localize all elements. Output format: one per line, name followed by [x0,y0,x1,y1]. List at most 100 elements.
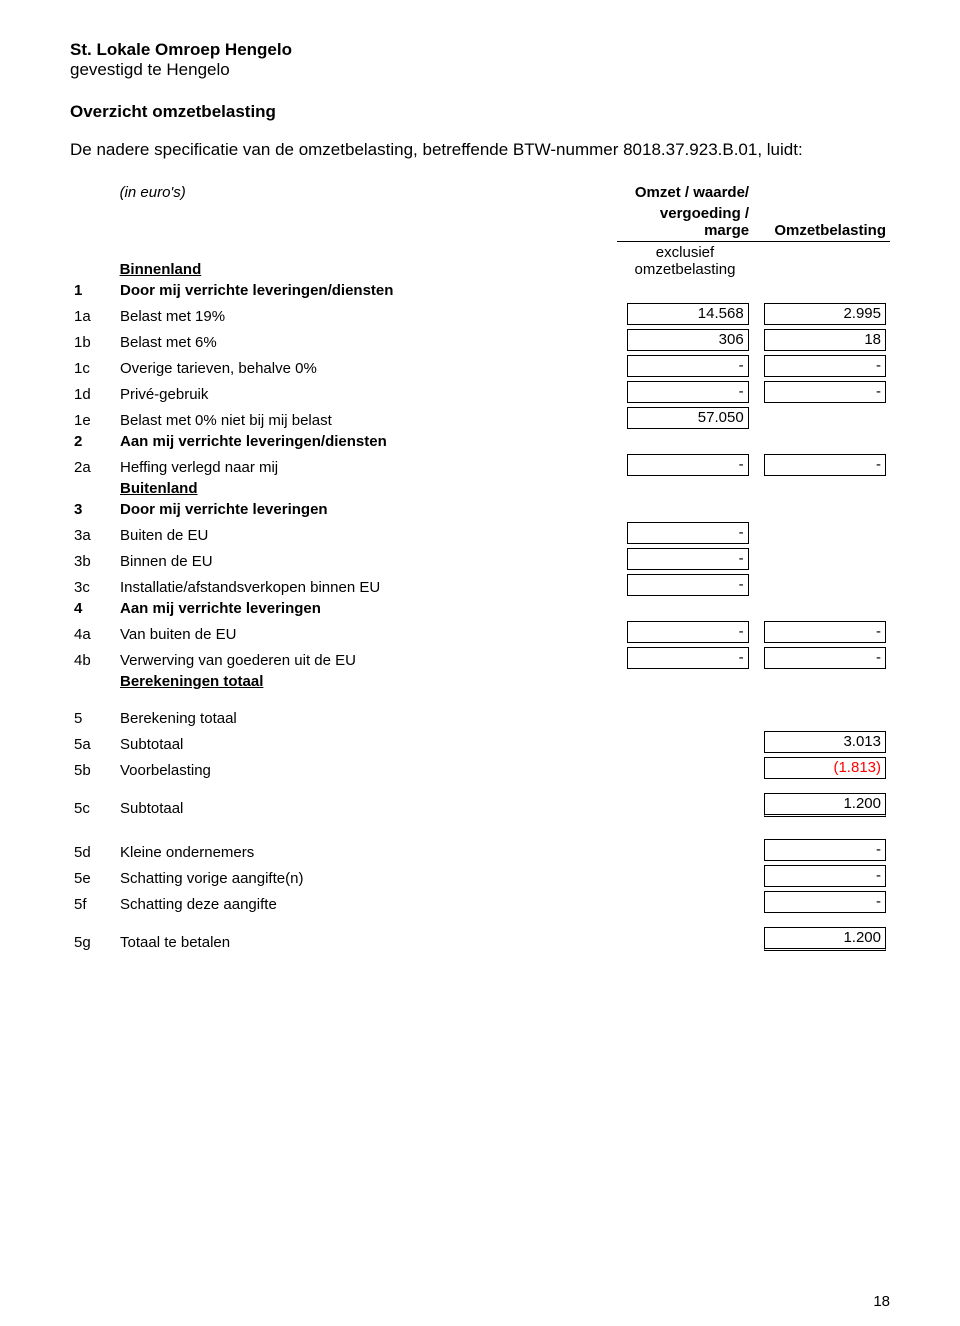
value-col2: 2.995 [764,303,886,325]
row-id: 5e [70,863,116,889]
in-euro-label: (in euro's) [116,182,617,203]
row-id: 1a [70,301,116,327]
exclusief-label: exclusief omzetbelasting [617,242,753,281]
value-col1: - [627,522,749,544]
value-col1: - [627,381,749,403]
row-label: Totaal te betalen [116,925,615,953]
value-col2: - [764,454,886,476]
row-id: 1d [70,379,116,405]
section-title: Aan mij verrichte leveringen/diensten [116,431,890,452]
org-name: St. Lokale Omroep Hengelo [70,40,890,60]
section-title: Door mij verrichte leveringen [116,499,890,520]
table-row: 2a Heffing verlegd naar mij - - [70,452,890,478]
row-id: 5f [70,889,116,915]
table-row: 3b Binnen de EU - [70,546,890,572]
row-label: Verwerving van goederen uit de EU [116,645,615,671]
data-table: 1 Door mij verrichte leveringen/diensten… [70,280,890,953]
value-col2: - [764,647,886,669]
col1-header-line2: vergoeding / marge [617,203,753,242]
table-row: 1a Belast met 19% 14.568 2.995 [70,301,890,327]
value-col2: (1.813) [764,757,886,779]
table-row: 4b Verwerving van goederen uit de EU - - [70,645,890,671]
row-label: Overige tarieven, behalve 0% [116,353,615,379]
value-col2: - [764,865,886,887]
value-col1: 14.568 [627,303,749,325]
row-id: 1c [70,353,116,379]
value-col1: - [627,548,749,570]
row-id: 3b [70,546,116,572]
value-col2: - [764,621,886,643]
row-label: Heffing verlegd naar mij [116,452,615,478]
doc-title: Overzicht omzetbelasting [70,102,890,122]
section-num: 1 [70,280,116,301]
value-col2: 1.200 [764,927,886,951]
col1-header-line1: Omzet / waarde/ [617,182,753,203]
row-id: 4b [70,645,116,671]
value-col2: 18 [764,329,886,351]
table-row: 3a Buiten de EU - [70,520,890,546]
row-label: Subtotaal [116,729,615,755]
table-row: 1c Overige tarieven, behalve 0% - - [70,353,890,379]
table-row: 5g Totaal te betalen 1.200 [70,925,890,953]
section-title: Berekening totaal [116,692,890,729]
value-col1: - [627,621,749,643]
row-id: 5d [70,837,116,863]
table-row: 5b Voorbelasting (1.813) [70,755,890,781]
row-id: 4a [70,619,116,645]
table-row: 5d Kleine ondernemers - [70,837,890,863]
row-id: 5b [70,755,116,781]
value-col2: 1.200 [764,793,886,817]
value-col2: - [764,355,886,377]
value-col1: 57.050 [627,407,749,429]
page-number: 18 [873,1293,890,1310]
table-row: 5a Subtotaal 3.013 [70,729,890,755]
section-title: Aan mij verrichte leveringen [116,598,890,619]
row-id: 3a [70,520,116,546]
row-id: 5g [70,925,116,953]
org-location: gevestigd te Hengelo [70,60,890,80]
table-row: 5c Subtotaal 1.200 [70,791,890,819]
row-label: Subtotaal [116,791,615,819]
table-row: 1b Belast met 6% 306 18 [70,327,890,353]
row-id: 2a [70,452,116,478]
value-col1: - [627,647,749,669]
row-id: 1e [70,405,116,431]
value-col2: - [764,891,886,913]
row-label: Privé-gebruik [116,379,615,405]
row-id: 5c [70,791,116,819]
header-table: (in euro's) Omzet / waarde/ vergoeding /… [70,182,890,280]
value-col2: - [764,839,886,861]
value-col2: 3.013 [764,731,886,753]
row-label: Buiten de EU [116,520,615,546]
row-id: 3c [70,572,116,598]
row-label: Belast met 19% [116,301,615,327]
row-label: Belast met 0% niet bij mij belast [116,405,615,431]
intro-text: De nadere specificatie van de omzetbelas… [70,140,890,160]
row-label: Installatie/afstandsverkopen binnen EU [116,572,615,598]
table-row: 3c Installatie/afstandsverkopen binnen E… [70,572,890,598]
value-col1: - [627,574,749,596]
value-col1: - [627,355,749,377]
row-label: Kleine ondernemers [116,837,615,863]
row-label: Binnen de EU [116,546,615,572]
row-label: Voorbelasting [116,755,615,781]
col2-header: Omzetbelasting [753,203,890,242]
table-row: 5e Schatting vorige aangifte(n) - [70,863,890,889]
row-label: Belast met 6% [116,327,615,353]
table-row: 4a Van buiten de EU - - [70,619,890,645]
value-col1: - [627,454,749,476]
binnenland-label: Binnenland [120,261,202,278]
table-row: 1d Privé-gebruik - - [70,379,890,405]
value-col2: - [764,381,886,403]
value-col1: 306 [627,329,749,351]
table-row: 1e Belast met 0% niet bij mij belast 57.… [70,405,890,431]
row-id: 5a [70,729,116,755]
buitenland-label: Buitenland [120,480,198,497]
row-label: Van buiten de EU [116,619,615,645]
row-label: Schatting deze aangifte [116,889,615,915]
section-title: Door mij verrichte leveringen/diensten [116,280,890,301]
berekeningen-label: Berekeningen totaal [120,673,263,690]
table-row: 5f Schatting deze aangifte - [70,889,890,915]
page: St. Lokale Omroep Hengelo gevestigd te H… [0,0,960,1326]
row-id: 1b [70,327,116,353]
